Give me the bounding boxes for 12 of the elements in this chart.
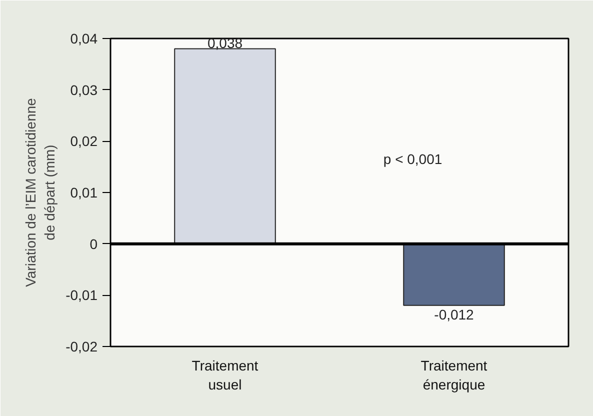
- y-tick-label: 0: [90, 236, 98, 252]
- y-tick-label: -0,02: [66, 338, 98, 354]
- y-tick-label: 0,04: [70, 30, 98, 46]
- annotation: p < 0,001: [383, 151, 442, 168]
- y-tick-label: -0,01: [66, 287, 98, 304]
- y-axis-title: Variation de l’EIM carotidienne de départ (mm): [22, 98, 58, 287]
- x-tick-label: Traitement énergique: [420, 358, 488, 393]
- y-tick-label: 0,01: [70, 184, 98, 200]
- y-tick-label: 0,03: [70, 82, 98, 98]
- y-tick-label: 0,02: [70, 133, 98, 150]
- x-tick-label: Traitement usuel: [192, 358, 258, 393]
- data-label: -0,012: [434, 306, 474, 322]
